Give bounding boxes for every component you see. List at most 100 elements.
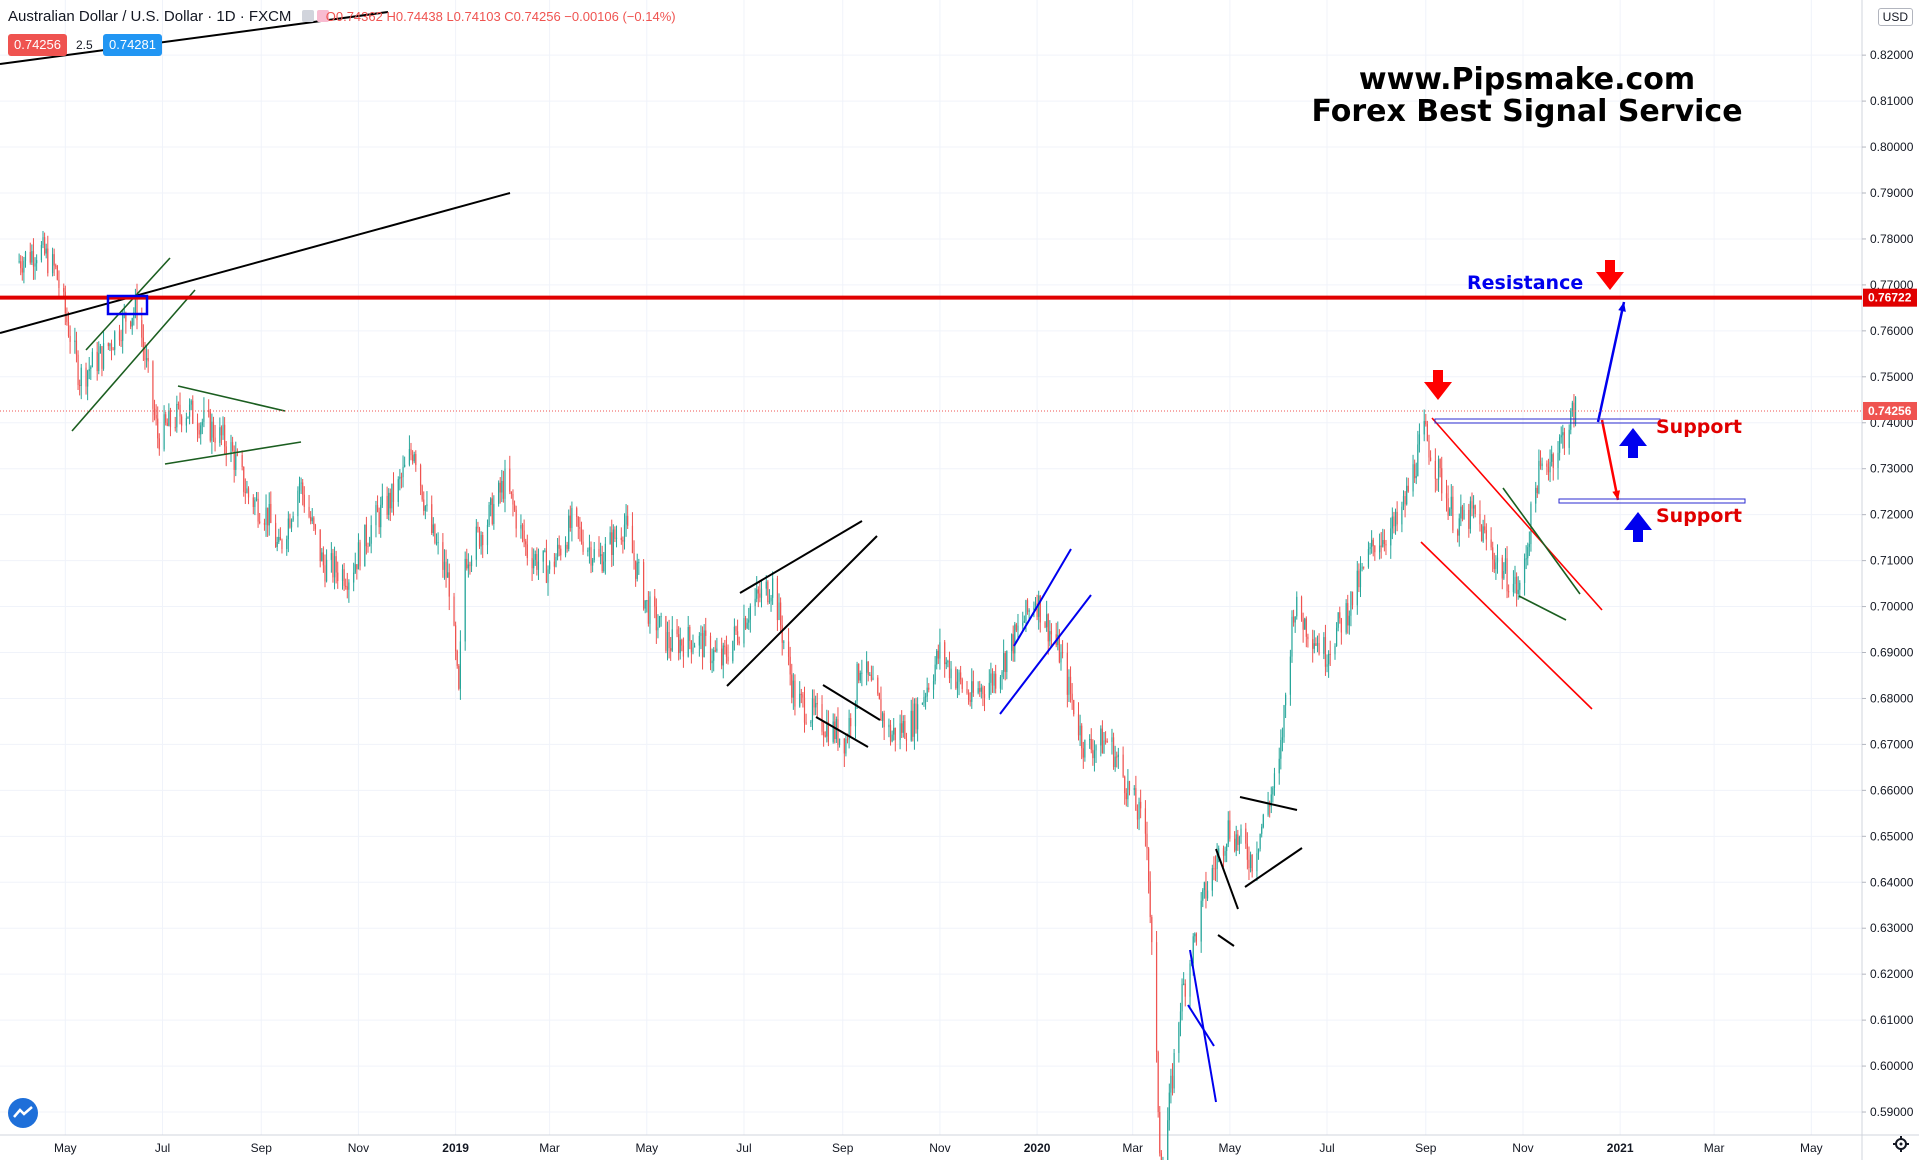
svg-text:0.74256: 0.74256 bbox=[1868, 404, 1912, 418]
candle bbox=[1559, 434, 1561, 461]
candle bbox=[1449, 507, 1451, 517]
candle bbox=[1079, 714, 1081, 747]
flag-upper[interactable] bbox=[822, 684, 881, 721]
candle bbox=[1160, 1150, 1162, 1165]
candle bbox=[187, 416, 189, 419]
black-line-2[interactable] bbox=[1217, 934, 1235, 947]
candle bbox=[1326, 654, 1328, 673]
candle bbox=[658, 615, 661, 628]
black-line-3[interactable] bbox=[1239, 796, 1298, 811]
candle bbox=[1146, 821, 1148, 861]
candle bbox=[1318, 633, 1320, 656]
candle bbox=[1562, 424, 1564, 449]
candle bbox=[1501, 554, 1503, 590]
flag-lower[interactable] bbox=[815, 716, 869, 748]
candle bbox=[736, 619, 739, 646]
time-tick-label: May bbox=[54, 1141, 77, 1155]
drawings[interactable] bbox=[0, 11, 1652, 1103]
bullish-target-arrow[interactable] bbox=[1596, 301, 1626, 423]
candle bbox=[950, 661, 952, 690]
triangle-upper[interactable] bbox=[177, 385, 286, 412]
candle bbox=[1038, 590, 1040, 630]
falling-wedge-lower[interactable] bbox=[1420, 541, 1593, 710]
price-tick-label: 0.72000 bbox=[1870, 508, 1914, 522]
channel-lower[interactable] bbox=[85, 257, 171, 351]
candle bbox=[85, 362, 87, 395]
candle bbox=[499, 477, 501, 504]
candle bbox=[924, 692, 927, 710]
blue-channel-lower[interactable] bbox=[999, 594, 1092, 715]
long-trend-line[interactable] bbox=[0, 192, 511, 334]
candle bbox=[120, 329, 122, 347]
blue-line-1[interactable] bbox=[1189, 949, 1217, 1103]
candle bbox=[1171, 1063, 1174, 1096]
black-line-4[interactable] bbox=[1244, 847, 1303, 888]
black-line-1[interactable] bbox=[1215, 848, 1239, 910]
symbol-title[interactable]: Australian Dollar / U.S. Dollar · 1D · F… bbox=[8, 8, 292, 25]
candle bbox=[24, 250, 27, 268]
support-zone-upper[interactable] bbox=[1434, 418, 1661, 424]
candle bbox=[426, 491, 428, 512]
settings-gear-icon[interactable] bbox=[1893, 1136, 1909, 1152]
triangle-lower[interactable] bbox=[164, 441, 302, 465]
candle bbox=[114, 330, 116, 356]
buy-price-box[interactable]: 0.74281 bbox=[103, 34, 162, 56]
candle bbox=[1081, 723, 1083, 760]
wedge-upper[interactable] bbox=[739, 520, 863, 594]
candle bbox=[1492, 541, 1494, 572]
candle bbox=[1116, 751, 1118, 768]
currency-badge[interactable]: USD bbox=[1877, 8, 1913, 26]
candle bbox=[91, 348, 93, 368]
candle bbox=[971, 668, 973, 709]
candle bbox=[1245, 822, 1247, 849]
candle bbox=[1155, 931, 1158, 1063]
candle bbox=[603, 551, 605, 573]
pullback-arrow-head bbox=[1612, 490, 1621, 500]
support-zone-lower[interactable] bbox=[1558, 498, 1746, 504]
candle bbox=[459, 630, 461, 700]
green-line-2[interactable] bbox=[1518, 595, 1567, 621]
candle bbox=[56, 264, 58, 281]
falling-wedge-upper[interactable] bbox=[1431, 417, 1603, 611]
candle bbox=[625, 504, 627, 537]
candle bbox=[991, 668, 994, 693]
candle bbox=[470, 555, 473, 573]
candle bbox=[700, 625, 702, 650]
candle bbox=[917, 697, 919, 742]
candle bbox=[268, 492, 270, 536]
channel-upper[interactable] bbox=[71, 289, 196, 432]
candle bbox=[1404, 491, 1406, 518]
candle bbox=[1461, 504, 1464, 522]
blue-channel-upper[interactable] bbox=[1013, 548, 1072, 647]
candle bbox=[391, 483, 393, 513]
blue-line-2[interactable] bbox=[1187, 1004, 1215, 1047]
green-line-1[interactable] bbox=[1502, 487, 1581, 595]
candle bbox=[1114, 745, 1116, 772]
candle bbox=[845, 734, 847, 757]
candle bbox=[1281, 727, 1284, 752]
candle bbox=[948, 651, 951, 684]
candle bbox=[1482, 519, 1484, 543]
candle bbox=[1538, 449, 1540, 495]
candle bbox=[1205, 871, 1207, 909]
candle bbox=[614, 526, 616, 543]
candle bbox=[376, 495, 379, 513]
candle bbox=[287, 511, 289, 553]
candle bbox=[592, 557, 594, 573]
tradingview-logo-icon[interactable] bbox=[8, 1098, 38, 1128]
candle bbox=[488, 501, 490, 528]
wedge-lower[interactable] bbox=[726, 535, 878, 687]
candle bbox=[1528, 531, 1530, 557]
candle bbox=[1261, 823, 1263, 838]
candle bbox=[1324, 624, 1327, 676]
candle bbox=[265, 494, 267, 537]
breakout-box[interactable] bbox=[106, 294, 149, 316]
candle bbox=[813, 689, 815, 716]
sell-price-box[interactable]: 0.74256 bbox=[8, 34, 67, 56]
candle bbox=[1379, 533, 1381, 560]
candle bbox=[1292, 609, 1295, 627]
pullback-arrow[interactable] bbox=[1600, 419, 1620, 501]
indicator-toggle-icon[interactable] bbox=[301, 10, 329, 24]
